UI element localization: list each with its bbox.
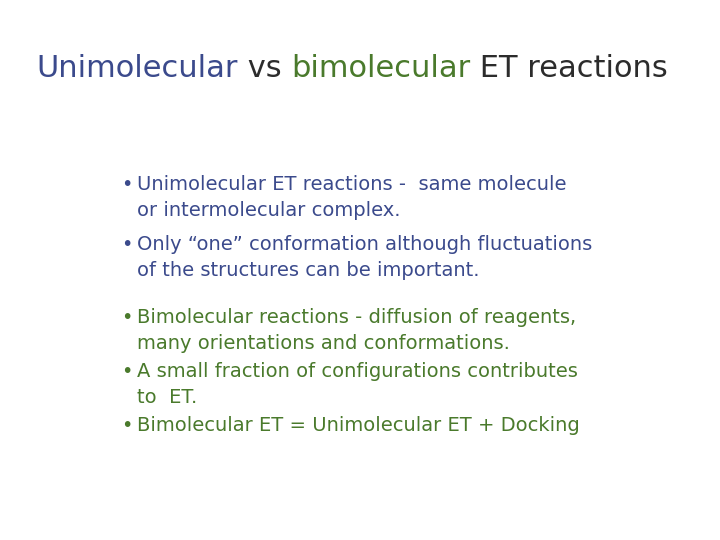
Text: vs: vs xyxy=(238,54,291,83)
Text: bimolecular: bimolecular xyxy=(291,54,470,83)
Text: Unimolecular: Unimolecular xyxy=(36,54,238,83)
Text: ET reactions: ET reactions xyxy=(470,54,668,83)
Text: •: • xyxy=(121,235,132,254)
Text: A small fraction of configurations contributes
to  ET.: A small fraction of configurations contr… xyxy=(138,362,578,407)
Text: Unimolecular ET reactions -  same molecule
or intermolecular complex.: Unimolecular ET reactions - same molecul… xyxy=(138,175,567,220)
Text: •: • xyxy=(121,308,132,327)
Text: Only “one” conformation although fluctuations
of the structures can be important: Only “one” conformation although fluctua… xyxy=(138,235,593,280)
Text: •: • xyxy=(121,416,132,435)
Text: •: • xyxy=(121,362,132,381)
Text: Bimolecular ET = Unimolecular ET + Docking: Bimolecular ET = Unimolecular ET + Docki… xyxy=(138,416,580,435)
Text: Bimolecular reactions - diffusion of reagents,
many orientations and conformatio: Bimolecular reactions - diffusion of rea… xyxy=(138,308,577,353)
Text: •: • xyxy=(121,175,132,194)
